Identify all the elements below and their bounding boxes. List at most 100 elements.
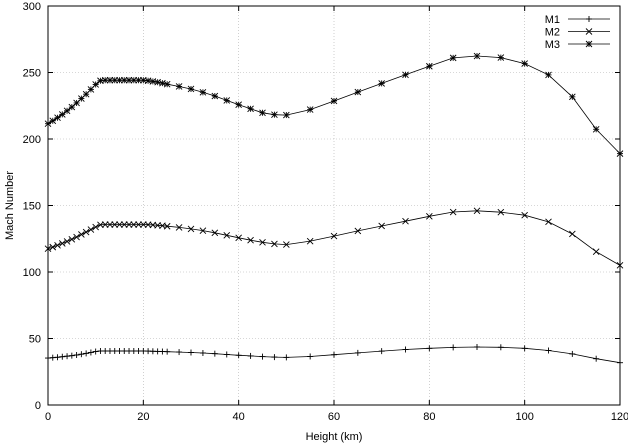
data-point-m3 [101, 76, 109, 84]
data-point-m2 [87, 226, 95, 233]
data-point-m3 [521, 60, 528, 67]
y-tick-label: 200 [23, 134, 41, 146]
data-point-m3 [426, 62, 433, 70]
data-point-m3 [125, 76, 133, 84]
data-point-m3 [54, 114, 61, 122]
data-point-m2 [354, 227, 362, 235]
data-point-m3 [354, 88, 362, 96]
data-point-m2 [68, 235, 76, 243]
data-point-m3 [211, 92, 219, 100]
data-point-m2 [211, 229, 219, 237]
data-point-m1 [354, 349, 361, 356]
data-point-m3 [58, 111, 66, 118]
data-point-m2 [120, 221, 128, 228]
data-point-m1 [199, 349, 206, 356]
data-point-m2 [283, 241, 290, 248]
data-point-m1 [235, 352, 242, 359]
data-point-m2 [449, 208, 457, 216]
data-point-m3 [111, 76, 119, 84]
data-point-m2 [78, 231, 85, 238]
data-point-m1 [497, 344, 504, 351]
data-point-m1 [54, 354, 61, 361]
data-point-m3 [235, 101, 242, 109]
data-point-m1 [331, 351, 337, 358]
x-tick-label: 40 [233, 411, 245, 423]
data-point-m1 [164, 348, 171, 355]
data-point-m3 [592, 125, 600, 133]
data-point-m3 [175, 83, 183, 90]
data-point-m3 [163, 80, 171, 88]
data-point-m2 [54, 241, 61, 249]
legend-marker [585, 40, 593, 48]
data-point-m2 [82, 228, 90, 236]
data-point-m2 [545, 218, 552, 226]
data-point-m2 [101, 221, 109, 228]
data-point-m3 [497, 54, 505, 61]
data-point-m2 [306, 237, 314, 245]
data-point-m1 [521, 345, 528, 352]
data-point-m3 [473, 52, 481, 60]
axis-ticks: 0 20 40 60 80 100 120 0 50 100 150 200 250 300 [23, 1, 628, 423]
data-point-m1 [271, 354, 278, 361]
data-point-m2 [569, 230, 576, 238]
data-point-m2 [473, 207, 481, 215]
legend-marker [586, 16, 592, 22]
data-point-m3 [144, 77, 152, 85]
data-point-m2 [402, 217, 409, 225]
series-line-m2 [47, 210, 621, 266]
x-tick-label: 20 [137, 411, 149, 423]
series-m3 [44, 52, 624, 157]
data-point-m3 [402, 71, 409, 79]
x-axis-label: Height (km) [306, 431, 363, 443]
data-point-m1 [569, 350, 576, 357]
x-tick-label: 60 [328, 411, 340, 423]
x-tick-label: 100 [515, 411, 533, 423]
data-point-m2 [378, 222, 385, 230]
x-tick-label: 0 [45, 411, 51, 423]
data-point-m1 [68, 352, 75, 359]
y-tick-label: 50 [29, 334, 41, 346]
data-point-m3 [306, 106, 314, 113]
data-point-m3 [63, 107, 71, 115]
data-point-m3 [330, 97, 338, 105]
data-point-m3 [199, 88, 207, 96]
data-point-m3 [187, 85, 195, 93]
data-point-m2 [497, 208, 505, 216]
data-point-m1 [593, 355, 600, 362]
y-tick-label: 100 [23, 267, 41, 279]
grid [48, 6, 620, 405]
data-point-m2 [223, 231, 231, 239]
data-point-m3 [135, 76, 142, 84]
legend-label: M1 [545, 14, 560, 26]
data-point-m1 [211, 350, 218, 357]
data-point-m3 [271, 111, 278, 118]
data-point-m3 [223, 97, 231, 104]
legend-marker [585, 28, 593, 35]
data-point-m1 [73, 351, 80, 358]
data-point-m3 [259, 109, 266, 117]
data-point-m1 [176, 349, 183, 356]
x-tick-label: 80 [423, 411, 435, 423]
series-m1 [45, 344, 623, 366]
y-tick-label: 300 [23, 1, 41, 13]
data-point-m2 [163, 222, 171, 230]
data-point-m1 [426, 345, 433, 352]
data-point-m2 [271, 240, 278, 248]
data-point-m2 [247, 236, 254, 244]
data-point-m2 [125, 221, 133, 228]
data-point-m3 [449, 54, 457, 62]
data-point-m2 [330, 232, 338, 240]
data-point-m2 [199, 227, 207, 234]
data-point-m2 [426, 212, 433, 220]
legend-label: M2 [545, 27, 560, 39]
data-point-m1 [78, 351, 85, 358]
data-point-m1 [188, 349, 194, 356]
data-point-m2 [58, 240, 66, 247]
data-point-m2 [111, 221, 119, 228]
data-point-m1 [87, 349, 94, 356]
data-point-m3 [378, 80, 385, 87]
data-point-m1 [402, 346, 409, 353]
data-point-m1 [259, 353, 266, 360]
